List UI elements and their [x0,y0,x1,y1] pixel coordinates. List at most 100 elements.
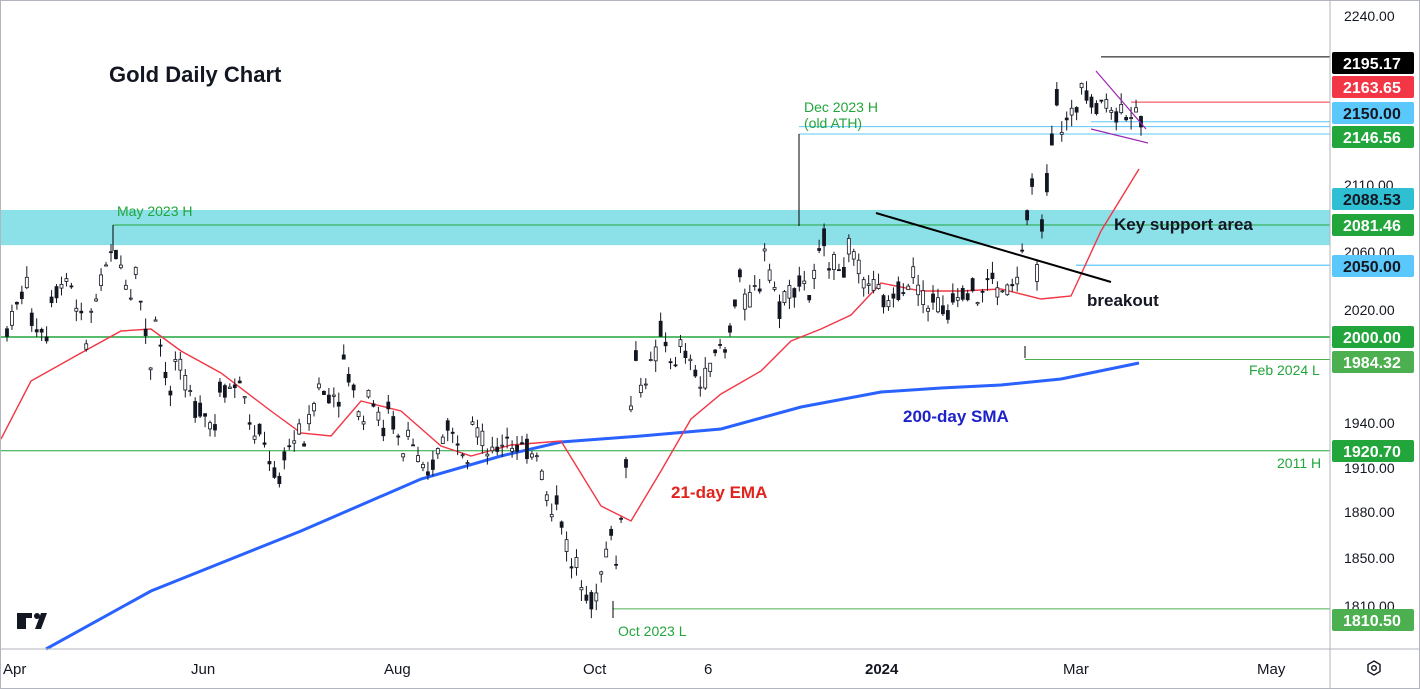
candle-body [856,259,861,275]
candle-body [460,454,465,457]
candle-body [916,284,921,296]
candle-body [361,421,366,425]
ema-21-line [1,168,1140,522]
candle-body [500,444,505,447]
candle-body [713,349,718,354]
price-label-box [1332,440,1414,462]
candle-body [1010,284,1015,287]
candle-body [742,293,747,310]
tradingview-logo [17,613,47,629]
candle-body [807,295,812,301]
candle-body [728,325,732,333]
candle-body [782,291,787,303]
candle-body [426,471,430,476]
candle-body [232,384,237,389]
candle-body [84,343,89,350]
candle-body [34,329,39,333]
candle-body [886,300,891,308]
candle-body [787,285,792,299]
price-label-box [1332,214,1414,236]
candle-body [965,293,970,301]
candle-body [163,371,168,379]
settings-icon[interactable] [1367,660,1381,676]
candle-body [1119,104,1124,114]
candle-body [960,288,965,300]
candle-body [465,462,470,464]
candle-body [827,268,831,271]
candle-body [257,423,262,435]
ema-path [1,168,1140,522]
candle-body [1094,103,1099,115]
candle-body [272,467,277,478]
candle-body [629,405,633,411]
candle-body [599,571,604,575]
candle-body [247,422,252,425]
candle-body [703,367,708,389]
candle-body [44,336,49,342]
candle-body [648,359,653,361]
candle-body [614,563,618,566]
price-label-text: 2195.17 [1343,56,1401,73]
candle-body [866,283,871,286]
price-label-box [1332,255,1414,277]
candle-body [673,364,678,367]
sma-label: 200-day SMA [903,407,1009,426]
candle-body [896,281,901,301]
candle-body [505,436,510,439]
candle-body [574,557,579,568]
price-label-text: 2163.65 [1343,80,1401,97]
candle-body [188,390,193,392]
candle-body [470,421,475,425]
candle-body [222,385,227,398]
y-tick-label: 1850.00 [1344,550,1395,566]
candle-body [817,248,822,251]
candle-body [941,305,945,315]
key-support-zone [1,209,1330,246]
candle-body [861,279,866,289]
y-axis-ticks: 2240.002110.002060.002020.001940.001910.… [1344,8,1395,614]
candles [5,81,1143,619]
candle-body [312,403,316,412]
candle-body [609,528,614,536]
candle-body [54,286,59,299]
candle-body [178,358,183,371]
candle-body [475,427,480,438]
candle-body [797,275,802,287]
price-label-box [1332,609,1414,631]
candle-body [757,288,762,292]
candle-body [945,310,950,320]
breakout-label: breakout [1087,291,1159,310]
candle-body [287,445,292,448]
candle-body [772,287,777,290]
candle-body [104,264,108,267]
price-label-box [1332,326,1414,348]
candle-body [307,414,311,425]
y-tick-label: 2240.00 [1344,8,1395,24]
candle-body [430,459,435,470]
candle-body [391,416,396,430]
candle-body [871,279,876,291]
candle-body [336,401,341,407]
candle-body [643,383,648,386]
candle-body [985,278,990,281]
candle-body [366,389,371,398]
price-label-box [1332,52,1414,74]
candle-body [980,290,985,293]
price-label-text: 2050.00 [1343,259,1401,276]
candle-body [995,287,1000,298]
candle-body [1099,99,1104,102]
candle-body [252,435,257,440]
x-tick-label: Apr [3,661,26,678]
price-label-box [1332,126,1414,148]
candle-body [1025,210,1030,221]
price-labels: 2195.17 2163.65 2150.00 2146.56 2088.53 2081.… [1332,52,1414,631]
candle-body [1134,107,1138,113]
candle-body [678,339,683,347]
candle-body [539,470,544,480]
candle-body [881,295,886,308]
candle-body [698,386,703,389]
candle-body [1020,249,1025,252]
candle-body [440,436,445,444]
candle-body [381,427,386,437]
candle-body [406,429,411,437]
